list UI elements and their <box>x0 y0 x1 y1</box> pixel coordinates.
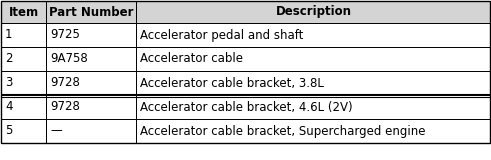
Text: 4: 4 <box>5 100 12 113</box>
Bar <box>1 1 490 143</box>
Text: Description: Description <box>276 5 352 19</box>
Text: 5: 5 <box>5 124 12 137</box>
Text: Accelerator cable bracket, 3.8L: Accelerator cable bracket, 3.8L <box>140 76 324 89</box>
Text: 9A758: 9A758 <box>50 52 88 65</box>
Text: 9728: 9728 <box>50 76 80 89</box>
Bar <box>46 23 136 47</box>
Text: 3: 3 <box>5 76 12 89</box>
Bar <box>1 1 46 23</box>
Bar <box>1 95 46 119</box>
Bar <box>136 95 491 119</box>
Bar <box>46 47 136 71</box>
Bar <box>46 95 136 119</box>
Text: 9728: 9728 <box>50 100 80 113</box>
Text: 9725: 9725 <box>50 28 80 41</box>
Bar <box>136 23 491 47</box>
Bar <box>1 119 46 143</box>
Text: Accelerator pedal and shaft: Accelerator pedal and shaft <box>140 28 303 41</box>
Bar <box>136 1 491 23</box>
Bar <box>46 1 136 23</box>
Text: Part Number: Part Number <box>49 5 133 19</box>
Bar <box>46 71 136 95</box>
Bar <box>1 71 46 95</box>
Bar <box>46 119 136 143</box>
Bar <box>136 119 491 143</box>
Bar <box>1 47 46 71</box>
Text: —: — <box>50 124 62 137</box>
Bar <box>136 47 491 71</box>
Text: Accelerator cable bracket, Supercharged engine: Accelerator cable bracket, Supercharged … <box>140 124 426 137</box>
Bar <box>136 71 491 95</box>
Text: 2: 2 <box>5 52 12 65</box>
Text: Accelerator cable bracket, 4.6L (2V): Accelerator cable bracket, 4.6L (2V) <box>140 100 353 113</box>
Text: 1: 1 <box>5 28 12 41</box>
Text: Item: Item <box>8 5 39 19</box>
Text: Accelerator cable: Accelerator cable <box>140 52 243 65</box>
Bar <box>1 23 46 47</box>
